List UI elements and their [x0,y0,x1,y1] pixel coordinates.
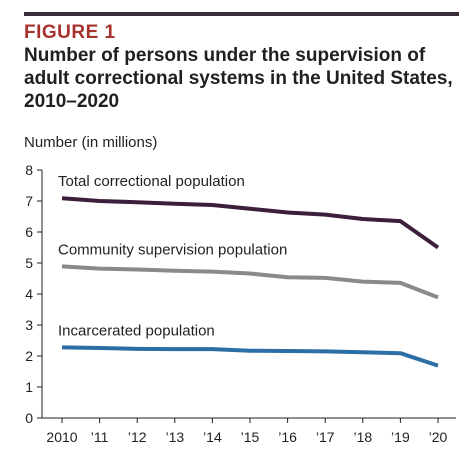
x-tick-label: ’18 [353,429,372,445]
x-tick-label: ’15 [241,429,260,445]
top-rule [24,12,459,16]
y-tick-label: 3 [25,317,33,333]
x-tick-label: ’16 [278,429,297,445]
x-tick-label: ’20 [429,429,448,445]
title-line-2: adult correctional systems in the United… [24,68,453,89]
chart-title: Number of persons under the supervision … [24,44,459,113]
figure-label: FIGURE 1 [24,22,116,43]
title-line-3: 2010–2020 [24,91,120,112]
series-line [61,196,440,250]
y-tick-label: 7 [25,193,33,209]
series-label: Community supervision population [58,241,287,258]
series-label: Total correctional population [58,173,245,190]
y-axis-label: Number (in millions) [24,134,158,151]
series-line [61,264,439,300]
y-tick-label: 8 [25,162,33,178]
y-tick-label: 1 [25,379,33,395]
y-tick-label: 6 [25,224,33,240]
y-tick-label: 2 [25,348,33,364]
series-label: Incarcerated population [58,322,215,339]
x-tick-label: ’11 [91,429,109,445]
title-line-1: Number of persons under the supervision … [24,45,426,66]
x-tick-label: ’12 [128,429,147,445]
y-tick-label: 5 [25,255,33,271]
x-tick-label: ’19 [391,429,410,445]
y-tick-label: 0 [25,410,33,426]
x-tick-label: ’14 [203,429,222,445]
x-tick-label: ’13 [165,429,184,445]
y-tick-label: 4 [25,286,33,302]
x-tick-label: 2010 [46,429,77,445]
series-line [61,345,439,368]
x-tick-label: ’17 [316,429,335,445]
